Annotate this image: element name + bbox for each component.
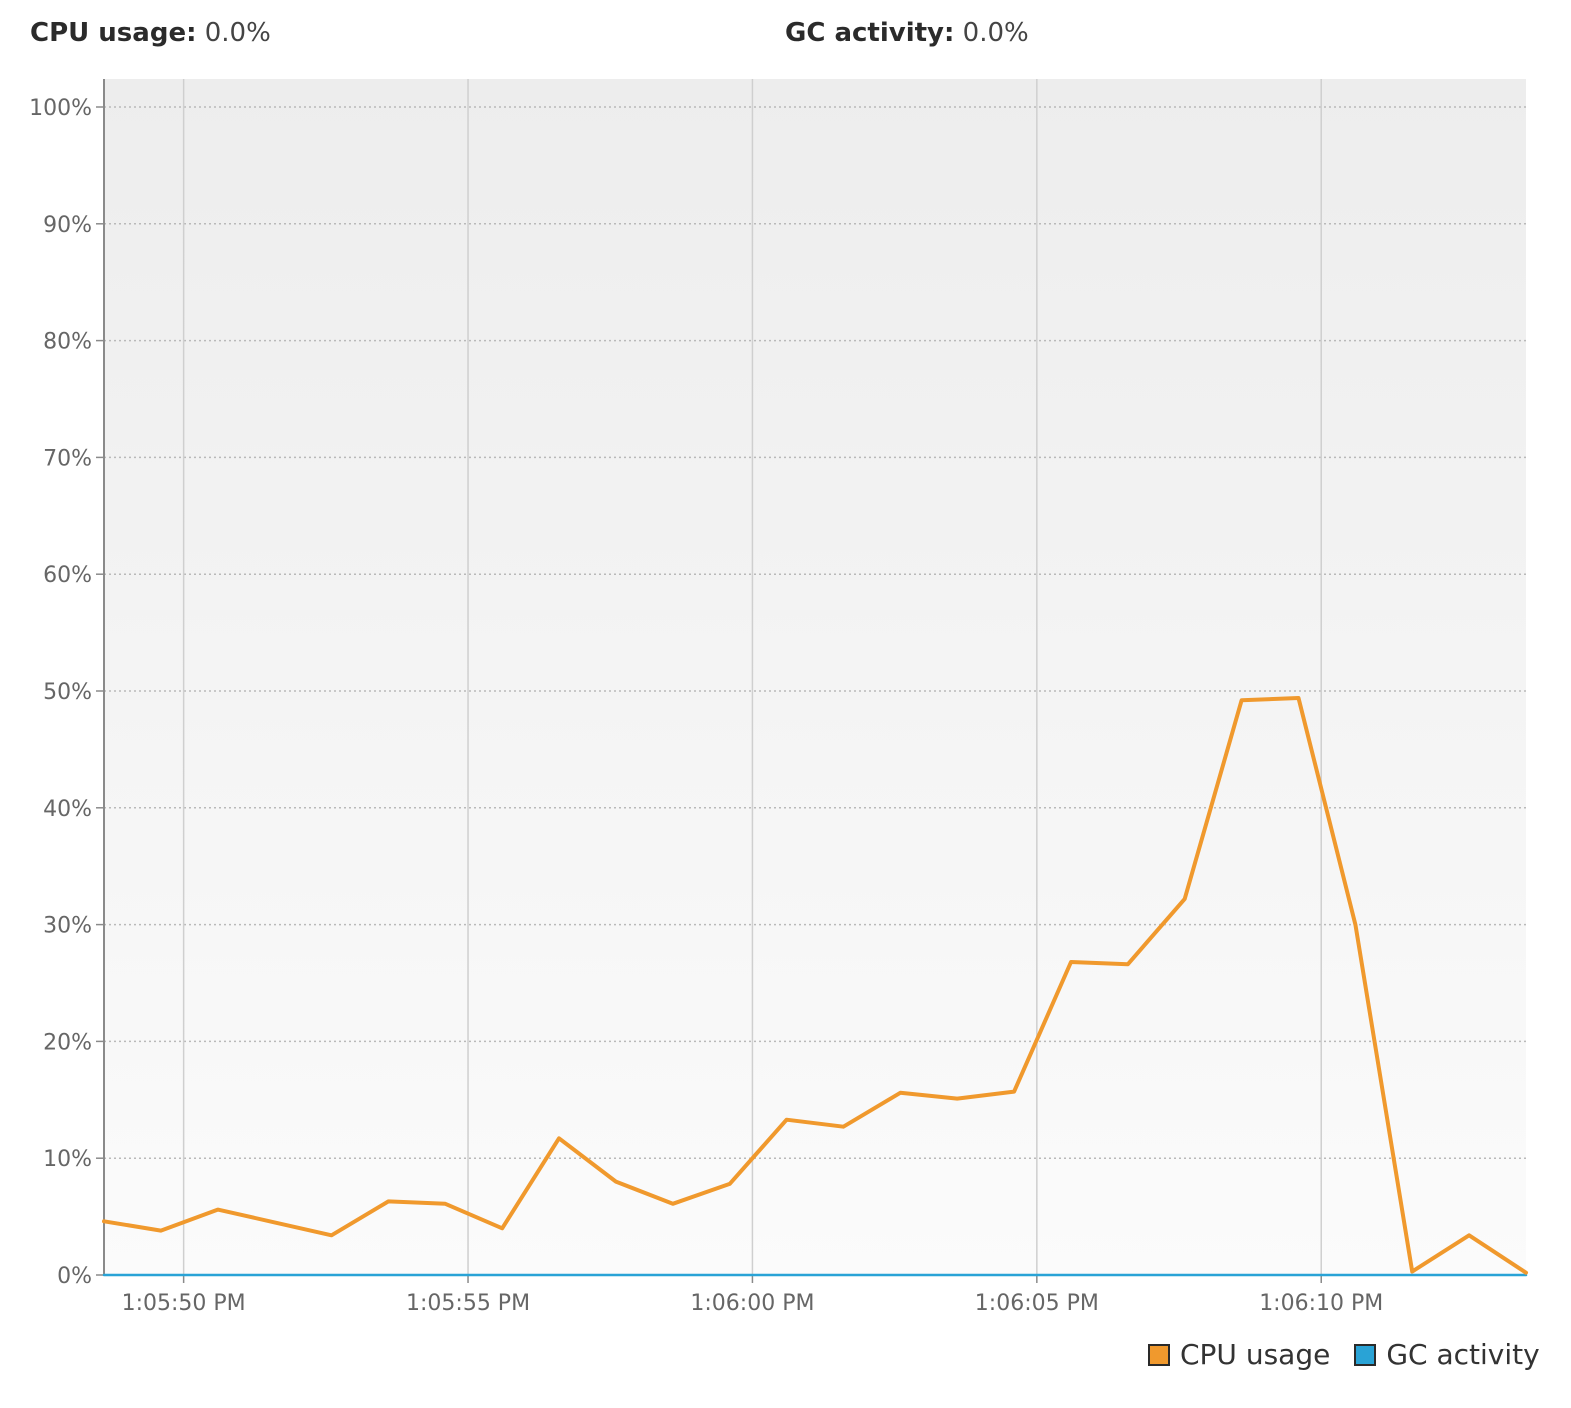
y-tick-label: 60% xyxy=(43,563,92,588)
legend-item-gc-activity[interactable]: GC activity xyxy=(1354,1338,1540,1371)
y-tick-label: 100% xyxy=(29,96,92,121)
legend-item-cpu-usage[interactable]: CPU usage xyxy=(1148,1338,1330,1371)
legend-swatch-cpu-usage xyxy=(1148,1343,1170,1366)
y-tick-label: 50% xyxy=(43,680,92,705)
plot-area xyxy=(104,79,1526,1275)
series-line-cpu-usage xyxy=(102,696,1528,1275)
y-tick-label: 20% xyxy=(43,1030,92,1055)
legend-label-cpu-usage: CPU usage xyxy=(1180,1338,1331,1371)
chart-legend: CPU usage GC activity xyxy=(1148,1338,1540,1371)
x-tick-label: 1:06:10 PM xyxy=(1259,1291,1383,1316)
cpu-usage-header: CPU usage: 0.0% xyxy=(30,18,271,48)
gc-activity-header: GC activity: 0.0% xyxy=(785,18,1029,48)
x-tick-label: 1:05:55 PM xyxy=(406,1291,530,1316)
legend-label-gc-activity: GC activity xyxy=(1386,1338,1540,1371)
y-tick-label: 70% xyxy=(43,446,92,471)
gc-activity-header-label: GC activity: xyxy=(785,18,955,48)
y-tick-label: 90% xyxy=(43,213,92,238)
cpu-usage-header-value: 0.0% xyxy=(204,18,271,48)
x-tick-label: 1:06:00 PM xyxy=(690,1291,814,1316)
x-tick-label: 1:05:50 PM xyxy=(122,1291,246,1316)
y-tick-label: 0% xyxy=(57,1264,92,1289)
y-tick-label: 10% xyxy=(43,1147,92,1172)
cpu-usage-header-label: CPU usage: xyxy=(30,18,197,48)
y-tick-label: 80% xyxy=(43,330,92,355)
y-tick-label: 30% xyxy=(43,914,92,939)
gc-activity-header-value: 0.0% xyxy=(962,18,1029,48)
y-tick-label: 40% xyxy=(43,797,92,822)
x-tick-label: 1:06:05 PM xyxy=(975,1291,1099,1316)
legend-swatch-gc-activity xyxy=(1354,1343,1377,1366)
